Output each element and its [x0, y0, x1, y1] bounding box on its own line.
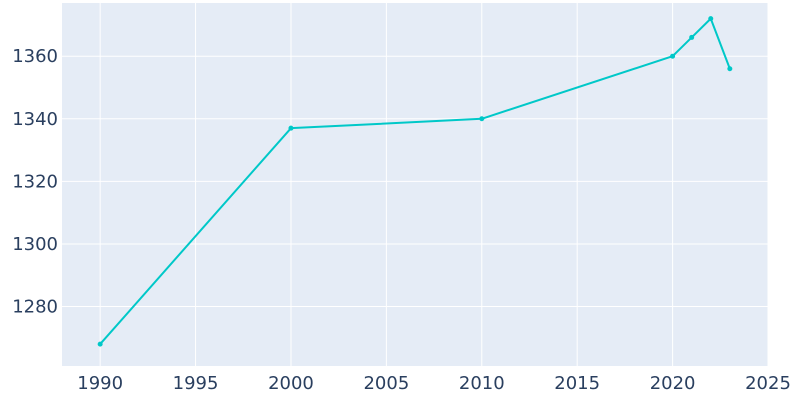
- y-tick-label: 1280: [12, 297, 58, 318]
- x-tick-label: 1995: [173, 373, 219, 394]
- data-point: [670, 53, 676, 59]
- y-tick-label: 1320: [12, 171, 58, 192]
- y-tick-label: 1360: [12, 46, 58, 67]
- plot-area: [62, 3, 768, 366]
- data-point: [689, 34, 695, 40]
- x-axis-tick-labels: 1990 1995 2000 2005 2010 2015 2020 2025: [77, 373, 791, 394]
- data-point: [288, 125, 294, 131]
- x-tick-label: 2005: [363, 373, 409, 394]
- data-point: [479, 116, 485, 122]
- data-point: [727, 66, 733, 72]
- y-tick-label: 1340: [12, 109, 58, 130]
- data-point: [97, 341, 103, 347]
- y-tick-label: 1300: [12, 234, 58, 255]
- y-grid: [62, 55, 768, 308]
- x-tick-label: 2015: [554, 373, 600, 394]
- x-tick-label: 2000: [268, 373, 314, 394]
- x-tick-label: 2025: [745, 373, 791, 394]
- y-axis-tick-labels: 1280 1300 1320 1340 1360: [12, 46, 58, 317]
- x-tick-label: 2010: [459, 373, 505, 394]
- x-grid: [99, 3, 769, 366]
- series-group: [97, 16, 733, 347]
- x-tick-label: 2020: [650, 373, 696, 394]
- x-tick-label: 1990: [77, 373, 123, 394]
- data-point: [708, 16, 714, 22]
